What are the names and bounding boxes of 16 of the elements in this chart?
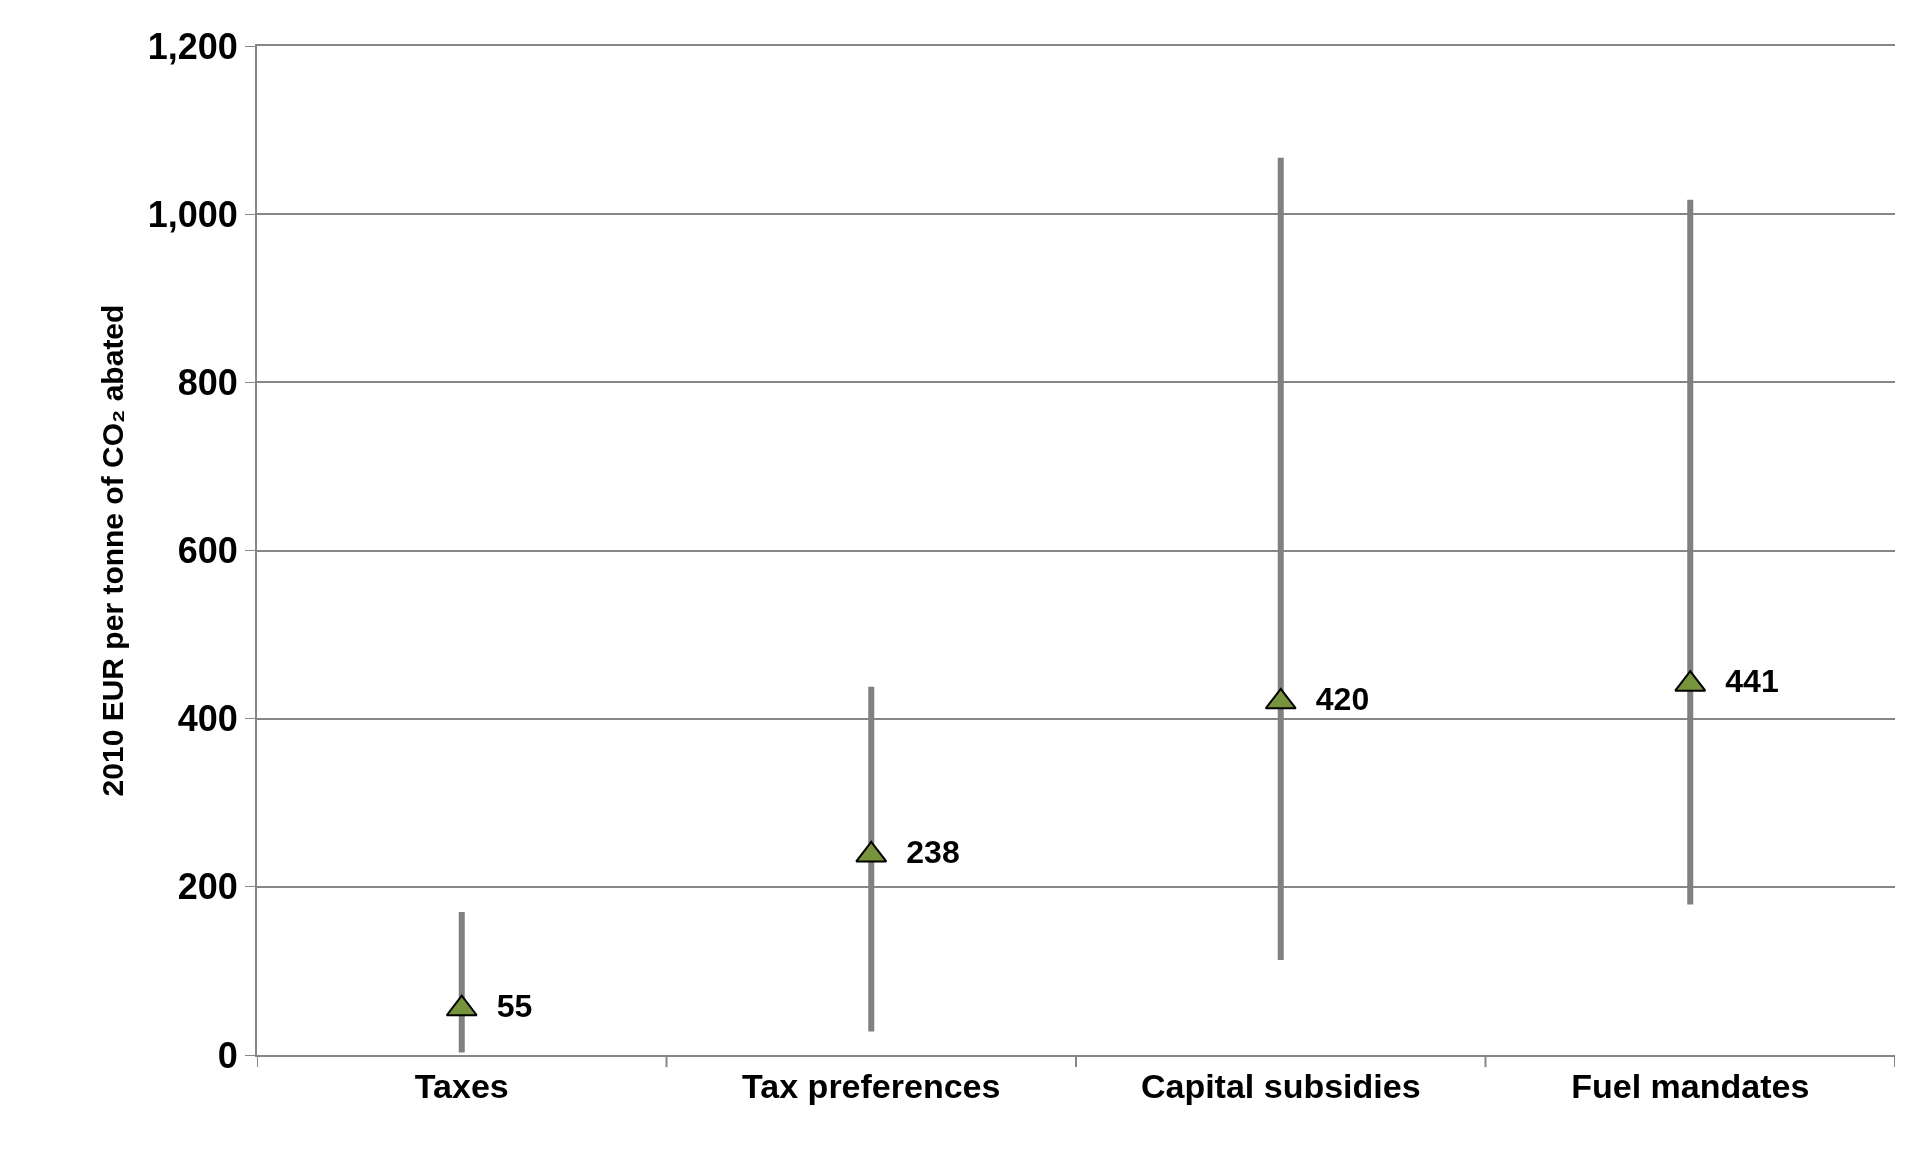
y-tick-label: 400 — [177, 698, 238, 740]
y-tick-label: 800 — [177, 361, 238, 403]
y-tick-label: 200 — [177, 866, 238, 908]
data-label: 238 — [906, 833, 960, 870]
x-tick-label: Fuel mandates — [1571, 1066, 1810, 1105]
x-tick-label: Tax preferences — [742, 1066, 1001, 1105]
x-tick-label: Capital subsidies — [1140, 1066, 1421, 1105]
y-tick-label: 1,200 — [147, 25, 238, 67]
y-tick-label: 600 — [177, 530, 238, 572]
data-label: 441 — [1725, 663, 1779, 700]
y-tick-label: 1,000 — [147, 193, 238, 235]
data-label: 55 — [496, 987, 533, 1024]
y-tick-label: 0 — [217, 1034, 238, 1076]
data-label: 420 — [1315, 680, 1370, 717]
x-tick-label: Taxes — [414, 1066, 509, 1105]
y-axis-title: 2010 EUR per tonne of CO₂ abated — [96, 304, 130, 797]
